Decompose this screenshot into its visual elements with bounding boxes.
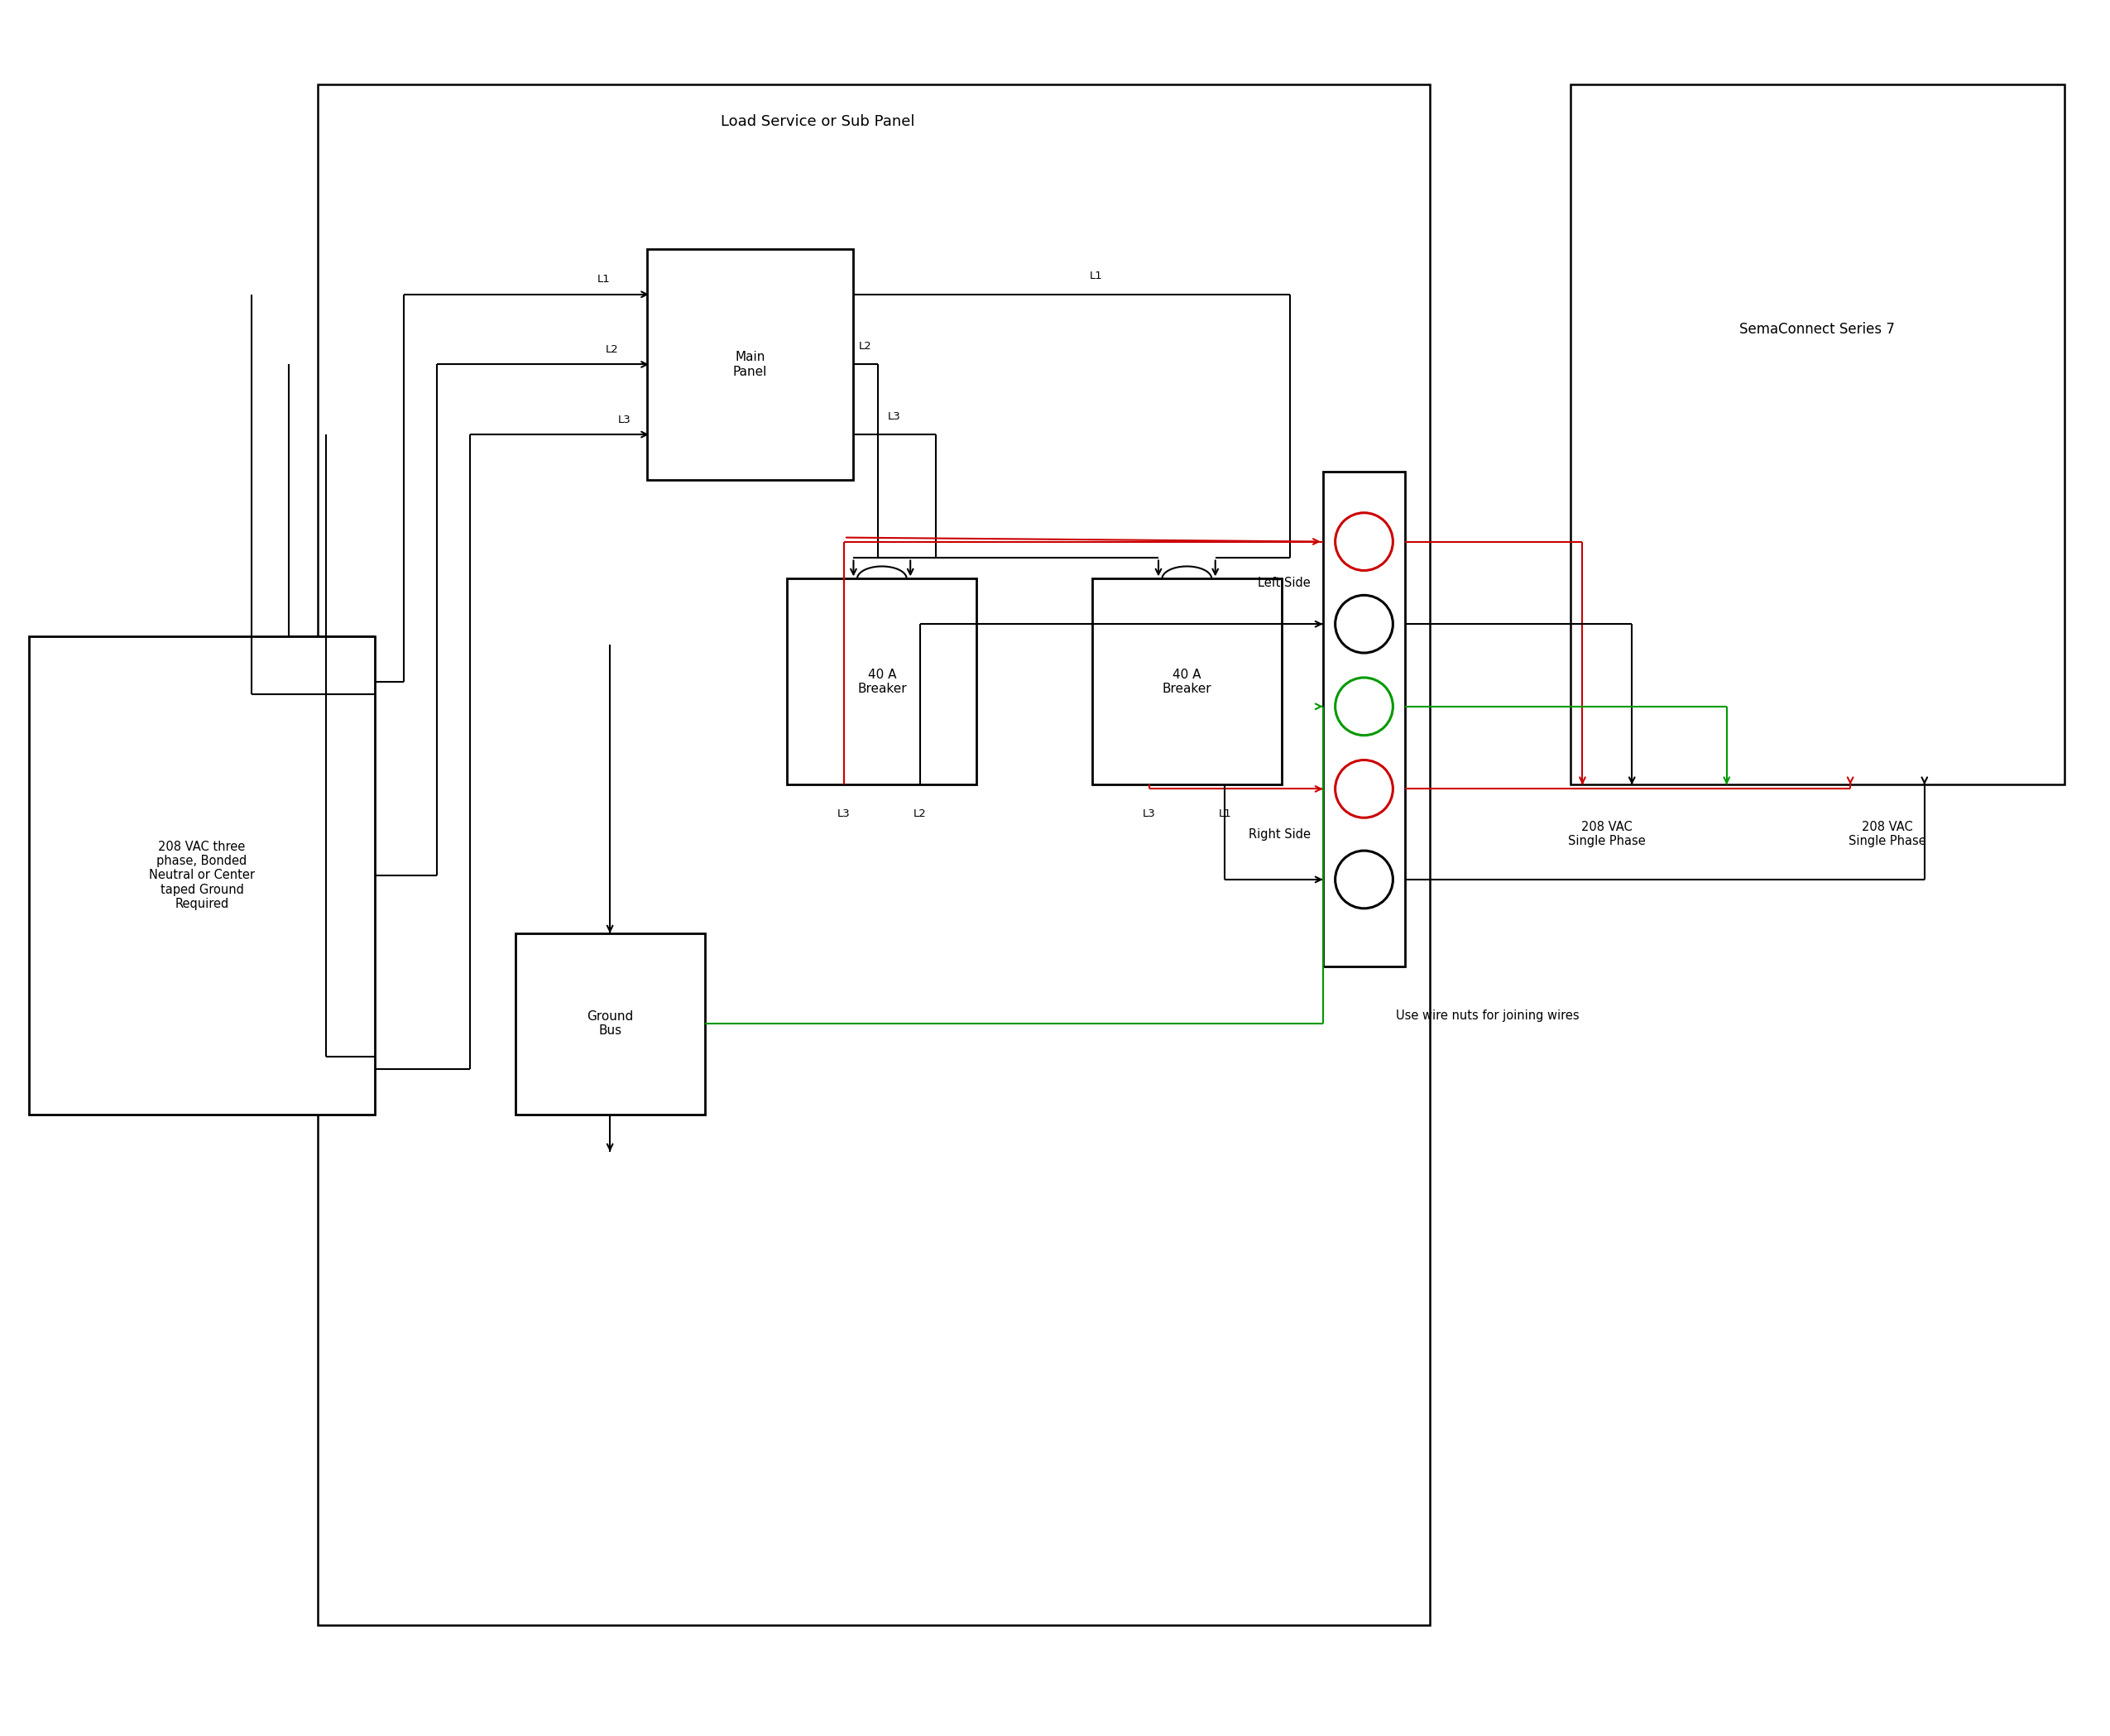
- Bar: [787, 578, 977, 785]
- Text: 208 VAC
Single Phase: 208 VAC Single Phase: [1568, 821, 1646, 847]
- Bar: [1323, 472, 1405, 965]
- Text: Right Side: Right Side: [1249, 828, 1310, 840]
- Text: Left Side: Left Side: [1258, 576, 1310, 589]
- Text: L1: L1: [1217, 809, 1232, 819]
- Bar: [648, 248, 852, 479]
- Text: Use wire nuts for joining wires: Use wire nuts for joining wires: [1397, 1009, 1580, 1023]
- Text: L3: L3: [1142, 809, 1156, 819]
- Text: L2: L2: [859, 340, 871, 352]
- Bar: [316, 85, 1431, 1625]
- Bar: [515, 934, 705, 1115]
- Text: L1: L1: [597, 274, 610, 285]
- Text: L3: L3: [838, 809, 850, 819]
- Text: L3: L3: [618, 415, 631, 425]
- Text: L2: L2: [914, 809, 926, 819]
- Circle shape: [1336, 760, 1393, 818]
- Circle shape: [1336, 595, 1393, 653]
- Text: 40 A
Breaker: 40 A Breaker: [857, 668, 907, 694]
- Text: 208 VAC three
phase, Bonded
Neutral or Center
taped Ground
Required: 208 VAC three phase, Bonded Neutral or C…: [150, 840, 255, 910]
- Text: L3: L3: [888, 411, 901, 422]
- Circle shape: [1336, 677, 1393, 736]
- Polygon shape: [565, 1151, 656, 1226]
- Bar: [1570, 85, 2064, 785]
- Text: Load Service or Sub Panel: Load Service or Sub Panel: [722, 115, 916, 128]
- Circle shape: [1336, 851, 1393, 908]
- Text: 208 VAC
Single Phase: 208 VAC Single Phase: [1848, 821, 1926, 847]
- Text: L2: L2: [606, 344, 618, 354]
- Bar: [30, 637, 376, 1115]
- Bar: [1093, 578, 1281, 785]
- Text: L1: L1: [1089, 271, 1104, 281]
- Text: Ground
Bus: Ground Bus: [587, 1010, 633, 1036]
- Text: SemaConnect Series 7: SemaConnect Series 7: [1739, 321, 1895, 337]
- Circle shape: [1336, 512, 1393, 571]
- Text: 40 A
Breaker: 40 A Breaker: [1163, 668, 1211, 694]
- Text: Main
Panel: Main Panel: [732, 351, 768, 378]
